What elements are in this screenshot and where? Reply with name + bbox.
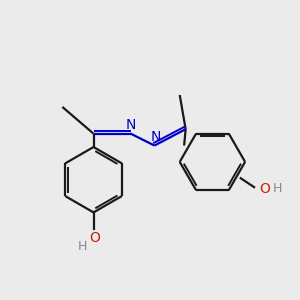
Text: O: O: [259, 182, 270, 196]
Text: O: O: [90, 231, 101, 245]
Text: H: H: [273, 182, 282, 195]
Text: H: H: [77, 240, 87, 253]
Text: N: N: [125, 118, 136, 132]
Text: N: N: [151, 130, 161, 144]
